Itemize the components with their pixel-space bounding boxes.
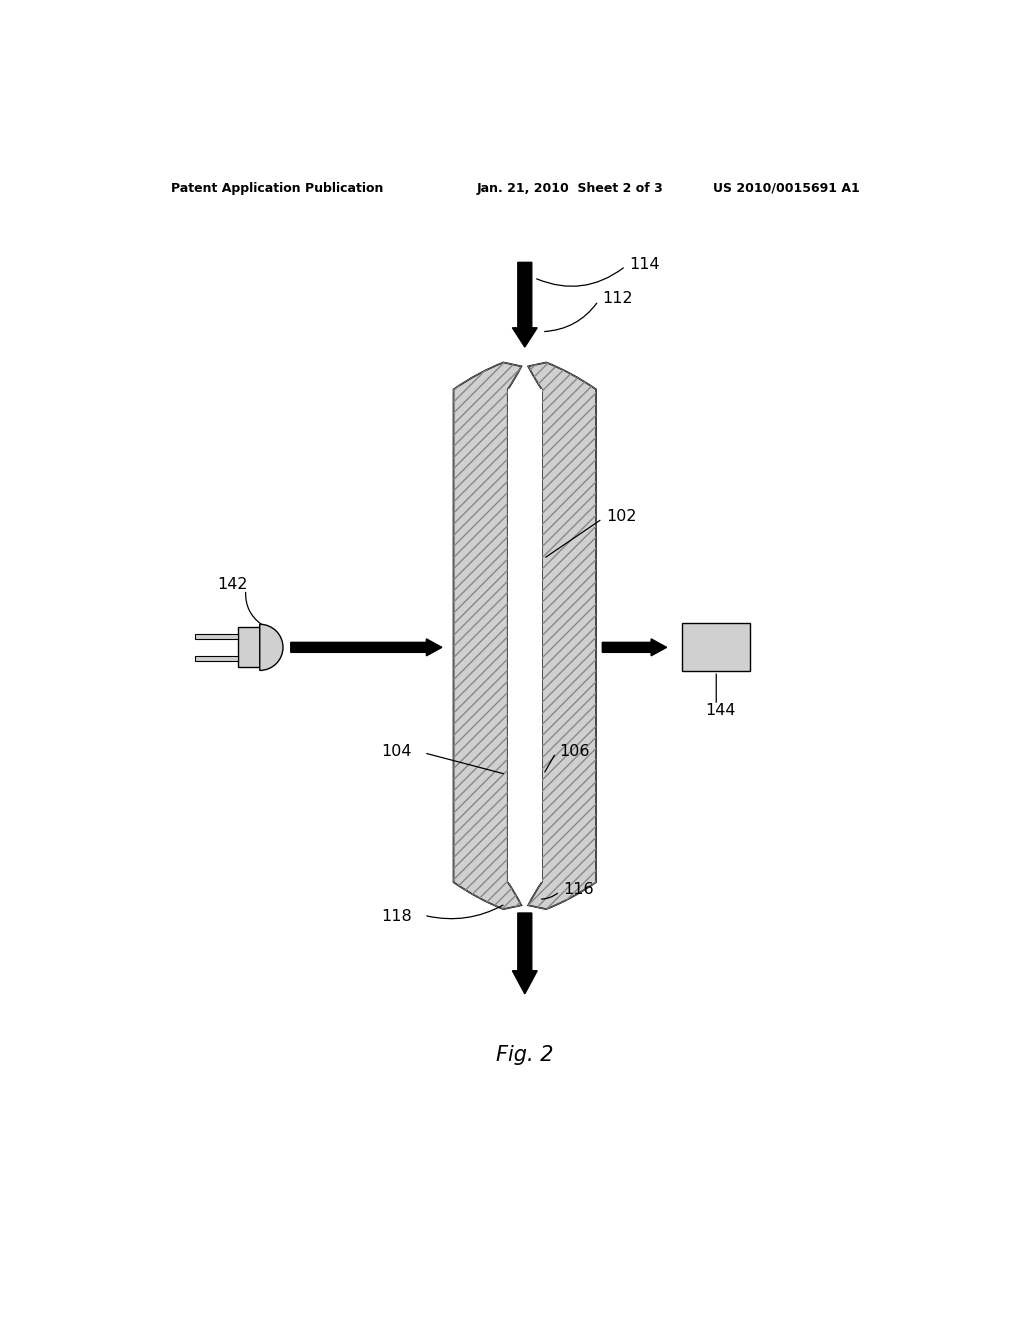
- Bar: [682, 623, 751, 671]
- Text: Jan. 21, 2010  Sheet 2 of 3: Jan. 21, 2010 Sheet 2 of 3: [477, 182, 664, 194]
- Text: US 2010/0015691 A1: US 2010/0015691 A1: [713, 182, 860, 194]
- Bar: [508, 389, 542, 882]
- Bar: [196, 656, 238, 660]
- Text: 106: 106: [560, 743, 590, 759]
- Bar: [196, 634, 238, 639]
- Text: 112: 112: [602, 290, 633, 306]
- Bar: [238, 627, 260, 668]
- Text: 142: 142: [217, 577, 248, 591]
- Text: 118: 118: [381, 909, 413, 924]
- Text: Fig. 2: Fig. 2: [496, 1045, 554, 1065]
- Text: 144: 144: [706, 704, 736, 718]
- PathPatch shape: [528, 363, 596, 909]
- FancyArrow shape: [512, 263, 538, 347]
- FancyArrow shape: [512, 913, 538, 994]
- Text: 114: 114: [630, 257, 660, 272]
- Wedge shape: [260, 624, 283, 671]
- Text: 104: 104: [381, 743, 412, 759]
- Text: 116: 116: [563, 882, 594, 898]
- Text: 102: 102: [606, 510, 637, 524]
- FancyArrow shape: [291, 639, 442, 656]
- FancyArrow shape: [602, 639, 667, 656]
- Text: Patent Application Publication: Patent Application Publication: [171, 182, 383, 194]
- PathPatch shape: [454, 363, 521, 909]
